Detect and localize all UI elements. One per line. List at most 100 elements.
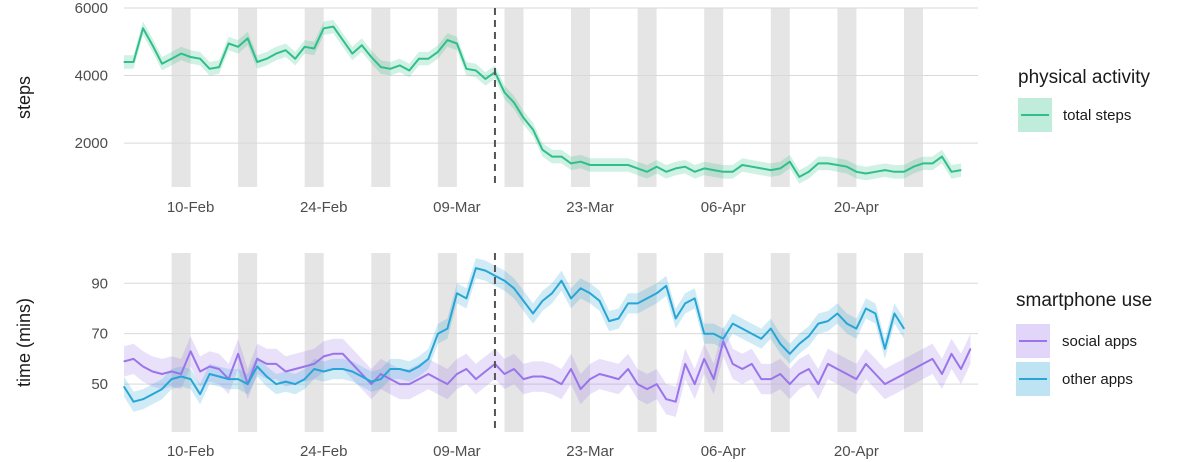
data-point-other-apps bbox=[675, 317, 677, 320]
data-point-social-apps bbox=[760, 378, 762, 380]
data-point-social-apps bbox=[836, 368, 839, 370]
x-tick-label: 10-Feb bbox=[167, 443, 215, 460]
data-point-other-apps bbox=[408, 370, 410, 373]
data-point-total-steps bbox=[551, 156, 553, 158]
data-point-other-apps bbox=[275, 383, 277, 385]
data-point-total-steps bbox=[190, 56, 192, 58]
data-point-other-apps bbox=[503, 280, 506, 282]
weekend-band bbox=[904, 253, 923, 432]
data-point-social-apps bbox=[275, 363, 277, 365]
weekend-band bbox=[171, 8, 191, 187]
data-point-social-apps bbox=[190, 350, 192, 352]
data-point-social-apps bbox=[865, 363, 867, 365]
weekend-band bbox=[770, 8, 790, 187]
data-point-total-steps bbox=[313, 47, 315, 50]
data-point-other-apps bbox=[294, 383, 296, 385]
data-point-social-apps bbox=[380, 373, 382, 375]
data-point-social-apps bbox=[950, 353, 953, 355]
legend-title-smartphone-use: smartphone use bbox=[1016, 290, 1152, 311]
data-point-total-steps bbox=[342, 39, 344, 41]
y-tick-label: 2000 bbox=[75, 135, 108, 152]
data-point-other-apps bbox=[228, 378, 230, 380]
data-point-social-apps bbox=[427, 373, 429, 375]
data-point-other-apps bbox=[380, 378, 382, 380]
data-point-social-apps bbox=[266, 363, 268, 365]
data-point-total-steps bbox=[665, 171, 667, 173]
data-point-other-apps bbox=[494, 275, 496, 277]
data-point-total-steps bbox=[161, 63, 163, 65]
data-point-total-steps bbox=[522, 117, 525, 119]
data-point-total-steps bbox=[960, 169, 962, 171]
data-point-social-apps bbox=[399, 383, 401, 385]
weekend-band bbox=[571, 253, 590, 432]
data-point-total-steps bbox=[218, 66, 220, 68]
data-point-social-apps bbox=[627, 368, 629, 370]
y-axis-title: time (mins) bbox=[14, 298, 34, 387]
data-point-social-apps bbox=[817, 383, 819, 385]
data-point-social-apps bbox=[770, 378, 772, 380]
data-point-total-steps bbox=[580, 161, 582, 163]
data-point-total-steps bbox=[361, 44, 363, 46]
data-point-total-steps bbox=[618, 164, 620, 166]
data-point-social-apps bbox=[637, 383, 639, 385]
data-point-total-steps bbox=[836, 164, 839, 166]
data-point-total-steps bbox=[789, 161, 791, 163]
data-point-total-steps bbox=[703, 167, 705, 169]
data-point-social-apps bbox=[475, 378, 477, 380]
data-point-social-apps bbox=[313, 363, 315, 365]
data-point-other-apps bbox=[779, 343, 781, 345]
data-point-other-apps bbox=[732, 323, 734, 325]
data-point-other-apps bbox=[199, 393, 201, 395]
weekend-band bbox=[437, 8, 457, 187]
legend-physical-activity: physical activity total steps bbox=[1018, 67, 1150, 132]
weekend-band bbox=[504, 8, 524, 187]
x-tick-label: 23-Mar bbox=[566, 199, 614, 216]
x-tick-label: 23-Mar bbox=[566, 443, 614, 460]
data-point-other-apps bbox=[437, 333, 439, 335]
data-point-social-apps bbox=[446, 383, 448, 385]
data-point-social-apps bbox=[665, 398, 667, 400]
data-point-other-apps bbox=[618, 317, 620, 320]
data-point-other-apps bbox=[285, 381, 287, 383]
data-point-total-steps bbox=[427, 58, 429, 60]
data-point-other-apps bbox=[151, 393, 154, 395]
data-point-social-apps bbox=[694, 383, 696, 385]
legend-smartphone-use: smartphone use social apps other apps bbox=[1016, 290, 1152, 396]
data-point-social-apps bbox=[608, 375, 610, 378]
data-point-total-steps bbox=[808, 171, 810, 173]
y-tick-label: 4000 bbox=[75, 68, 108, 85]
data-point-total-steps bbox=[817, 162, 819, 164]
data-point-other-apps bbox=[332, 368, 334, 370]
data-point-total-steps bbox=[646, 171, 648, 173]
data-point-total-steps bbox=[684, 166, 686, 168]
weekend-band bbox=[571, 8, 590, 187]
data-point-social-apps bbox=[503, 373, 506, 375]
data-point-social-apps bbox=[342, 353, 344, 355]
weekend-band bbox=[304, 8, 324, 187]
data-point-other-apps bbox=[132, 401, 135, 403]
data-point-total-steps bbox=[323, 27, 325, 29]
data-point-social-apps bbox=[732, 363, 734, 365]
data-point-total-steps bbox=[950, 171, 953, 173]
data-point-social-apps bbox=[218, 368, 220, 370]
data-point-other-apps bbox=[541, 300, 544, 302]
data-point-total-steps bbox=[637, 167, 639, 169]
data-point-social-apps bbox=[703, 358, 705, 360]
weekend-band bbox=[304, 253, 324, 432]
data-point-social-apps bbox=[789, 383, 791, 385]
data-point-other-apps bbox=[370, 381, 372, 383]
data-point-other-apps bbox=[599, 300, 601, 302]
data-point-total-steps bbox=[893, 171, 896, 173]
data-point-total-steps bbox=[846, 166, 848, 168]
data-point-social-apps bbox=[161, 373, 163, 375]
data-point-other-apps bbox=[399, 368, 401, 370]
data-point-social-apps bbox=[713, 378, 715, 380]
data-point-other-apps bbox=[123, 386, 125, 388]
data-point-total-steps bbox=[941, 156, 943, 158]
data-point-total-steps bbox=[228, 42, 230, 45]
data-point-other-apps bbox=[703, 333, 705, 335]
data-point-total-steps bbox=[751, 166, 753, 168]
data-point-other-apps bbox=[846, 323, 848, 325]
data-point-total-steps bbox=[294, 58, 296, 60]
data-point-social-apps bbox=[855, 378, 858, 380]
